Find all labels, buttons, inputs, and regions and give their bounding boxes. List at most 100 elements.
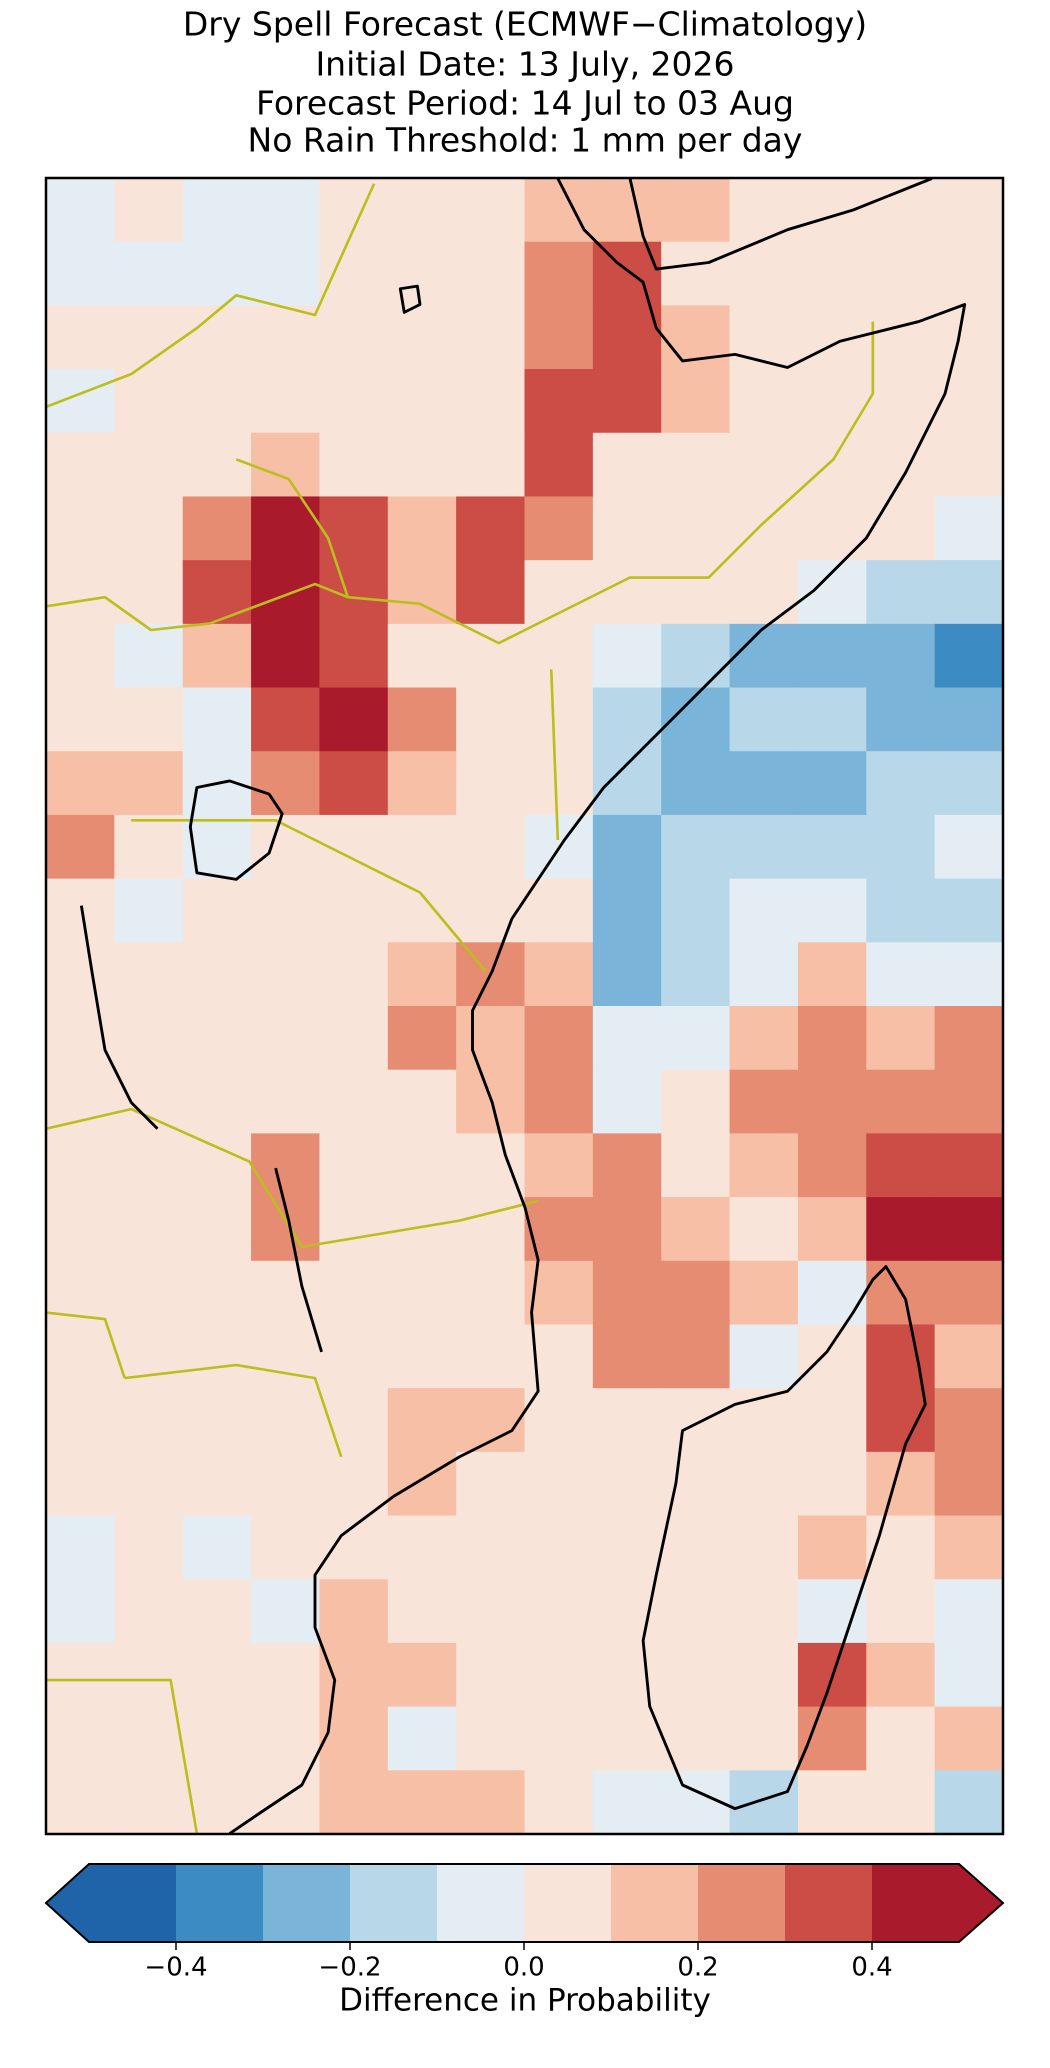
cell (319, 1388, 389, 1453)
subtitle: No Rain Threshold: 1 mm per day (248, 121, 803, 160)
cell (251, 432, 321, 498)
cell (182, 942, 252, 1007)
cell (387, 1515, 457, 1580)
cell (934, 1515, 1003, 1580)
cell (592, 687, 662, 752)
cell (661, 1515, 731, 1580)
cell (524, 1388, 594, 1453)
cell (592, 1642, 662, 1708)
cell (182, 369, 252, 434)
cell (729, 1388, 799, 1453)
cell (319, 560, 389, 625)
cell (46, 178, 115, 243)
border (235, 321, 875, 645)
cell (114, 369, 184, 434)
subtitle: Initial Date: 13 July, 2026 (315, 45, 734, 84)
cell (524, 1706, 594, 1771)
cell (866, 305, 936, 370)
cell (182, 1324, 252, 1389)
cell (182, 1579, 252, 1644)
cell (729, 1515, 799, 1580)
colorbar-tick-label: −0.2 (318, 1953, 381, 1983)
cell (182, 496, 252, 561)
cell (182, 878, 252, 943)
cell (797, 1388, 867, 1453)
cell (592, 496, 662, 561)
cell (319, 1451, 389, 1517)
cell (114, 1770, 184, 1834)
cell (319, 496, 389, 561)
cell (729, 241, 799, 306)
cell (524, 751, 594, 816)
cell (661, 942, 731, 1007)
cell (729, 496, 799, 561)
cell (456, 1706, 526, 1771)
cell (387, 1260, 457, 1326)
cell (182, 1451, 252, 1517)
cell (251, 1388, 321, 1453)
cell (456, 1324, 526, 1389)
cell (729, 623, 799, 689)
cell (524, 623, 594, 689)
cell (661, 1006, 731, 1071)
cell (387, 623, 457, 689)
cell (729, 687, 799, 752)
cell (456, 432, 526, 498)
cell (797, 1324, 867, 1389)
cell (934, 1324, 1003, 1389)
cell (114, 1451, 184, 1517)
cell (592, 1388, 662, 1453)
cell (866, 1324, 936, 1389)
cell (729, 178, 799, 243)
cell (456, 1133, 526, 1198)
cell (797, 1006, 867, 1071)
colorbar-extend-high (959, 1864, 1003, 1942)
cell (387, 241, 457, 306)
cell (866, 687, 936, 752)
cell (934, 432, 1003, 498)
cell (866, 1197, 936, 1262)
outlines (46, 178, 967, 1834)
chart-title: Dry Spell Forecast (ECMWF−Climatology) (183, 5, 867, 44)
cell (592, 623, 662, 689)
cell (661, 560, 731, 625)
cell (114, 1197, 184, 1262)
cell (661, 1324, 731, 1389)
cell (46, 1197, 115, 1262)
cell (524, 305, 594, 370)
cell (182, 1260, 252, 1326)
cell (797, 1260, 867, 1326)
cell (661, 1388, 731, 1453)
colorbar-swatch (437, 1864, 525, 1942)
colorbar-tick-label: −0.4 (144, 1953, 207, 1983)
cell (797, 496, 867, 561)
cell (182, 1388, 252, 1453)
cell (934, 1770, 1003, 1834)
heatmap-cells (46, 178, 1003, 1834)
cell (661, 496, 731, 561)
cell (46, 1133, 115, 1198)
cell (387, 1133, 457, 1198)
colorbar-swatch (698, 1864, 786, 1942)
cell (456, 305, 526, 370)
cell (934, 1260, 1003, 1326)
cell (182, 1642, 252, 1708)
cell (387, 178, 457, 243)
cell (456, 369, 526, 434)
border (46, 1311, 126, 1379)
cell (797, 432, 867, 498)
cell (387, 1324, 457, 1389)
cell (729, 1770, 799, 1834)
cell (661, 1133, 731, 1198)
cell (661, 369, 731, 434)
cell (182, 1133, 252, 1198)
cell (114, 496, 184, 561)
cell (797, 560, 867, 625)
cell (114, 751, 184, 816)
cell (319, 369, 389, 434)
cell (524, 1451, 594, 1517)
cell (114, 1642, 184, 1708)
cell (456, 687, 526, 752)
cell (251, 1069, 321, 1134)
cell (114, 1006, 184, 1071)
